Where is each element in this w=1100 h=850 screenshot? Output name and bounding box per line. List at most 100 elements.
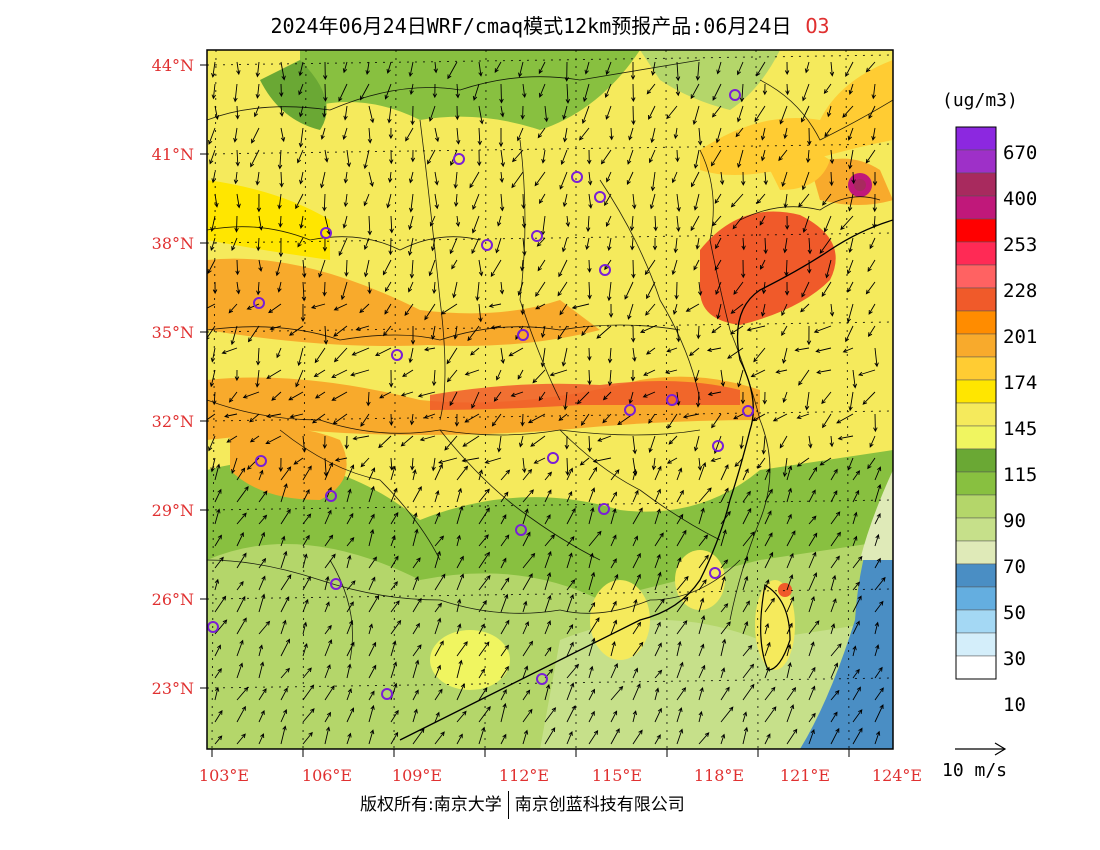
- wind-arrow: [544, 550, 552, 569]
- wind-arrow: [632, 729, 643, 745]
- wind-arrow: [246, 457, 260, 470]
- wind-arrow: [842, 105, 854, 118]
- wind-arrow: [698, 615, 706, 635]
- wind-arrow: [742, 556, 749, 569]
- wind-arrow: [455, 105, 460, 121]
- wind-arrow: [740, 391, 746, 405]
- wind-arrow: [346, 707, 355, 723]
- wind-arrow: [538, 391, 546, 402]
- city-marker: [320, 227, 332, 239]
- wind-arrow: [760, 127, 766, 141]
- wind-arrow: [346, 732, 352, 745]
- wind-arrow: [650, 127, 656, 144]
- wind-arrow: [490, 259, 502, 278]
- wind-arrow: [387, 171, 393, 184]
- wind-arrow: [390, 661, 398, 679]
- wind-arrow: [867, 259, 876, 273]
- wind-arrow: [874, 483, 882, 503]
- wind-arrow: [781, 171, 788, 188]
- wind-arrow: [564, 435, 570, 450]
- lon-label-124: 124°E: [872, 766, 922, 785]
- wind-arrow: [779, 435, 788, 449]
- wind-arrow: [540, 325, 546, 338]
- wind-arrow: [363, 237, 370, 251]
- wind-arrow: [654, 571, 662, 591]
- wind-arrow: [808, 489, 816, 503]
- wind-arrow: [500, 347, 505, 364]
- wind-arrow: [424, 303, 436, 321]
- wind-arrow: [653, 215, 658, 232]
- wind-arrow: [778, 149, 788, 162]
- wind-arrow: [846, 259, 854, 275]
- wind-arrow: [390, 600, 400, 613]
- wind-arrow: [242, 391, 260, 399]
- wind-arrow: [338, 237, 348, 257]
- wind-arrow: [783, 193, 788, 209]
- wind-arrow: [676, 596, 689, 613]
- wind-arrow: [452, 281, 458, 299]
- wind-arrow: [847, 457, 854, 471]
- wind-arrow: [676, 489, 684, 503]
- wind-arrow: [346, 688, 352, 701]
- wind-arrow: [807, 127, 812, 146]
- wind-arrow: [610, 558, 617, 569]
- city-markers: [207, 89, 754, 700]
- lat-label-32: 32°N: [152, 412, 194, 431]
- legend-label: 30: [1003, 648, 1026, 670]
- wind-arrow: [389, 413, 394, 427]
- wind-arrow: [288, 391, 304, 401]
- wind-arrow: [852, 686, 861, 701]
- wind-arrow: [739, 435, 744, 450]
- wind-arrow: [470, 347, 480, 356]
- wind-arrow: [852, 535, 858, 547]
- wind-arrow: [852, 555, 863, 569]
- wind-arrow: [323, 457, 329, 477]
- wind-arrow: [258, 215, 264, 231]
- wind-arrow: [368, 704, 375, 723]
- wind-arrow: [367, 281, 372, 295]
- wind-arrow: [522, 689, 531, 701]
- wind-arrow: [823, 215, 832, 233]
- wind-arrow: [490, 325, 502, 330]
- wind-arrow: [434, 664, 441, 679]
- wind-arrow: [628, 127, 634, 141]
- wind-arrow: [289, 413, 304, 419]
- wind-arrow: [802, 83, 810, 102]
- wind-arrow: [214, 578, 220, 591]
- wind-arrow: [412, 512, 418, 525]
- wind-arrow: [456, 641, 468, 657]
- wind-arrow: [400, 391, 414, 397]
- wind-arrow: [412, 486, 422, 503]
- wind-arrow: [847, 281, 854, 293]
- wind-arrow: [258, 490, 268, 503]
- wind-arrow: [208, 435, 216, 452]
- wind-arrow: [388, 127, 394, 140]
- wind-arrow: [278, 237, 284, 258]
- wind-arrow: [434, 127, 440, 143]
- wind-arrow: [522, 573, 533, 591]
- wind-arrow: [412, 644, 422, 657]
- wind-arrow: [324, 624, 332, 635]
- species-label: O3: [805, 14, 830, 38]
- wind-arrow: [786, 513, 792, 525]
- wind-arrow: [500, 665, 509, 679]
- lat-label-41: 41°N: [152, 145, 194, 164]
- wind-arrow: [249, 413, 260, 423]
- wind-arrow: [862, 391, 876, 405]
- wind-arrow: [733, 413, 744, 420]
- wind-arrow: [592, 457, 612, 464]
- wind-arrow: [313, 369, 326, 378]
- wind-arrow: [346, 464, 355, 481]
- wind-arrow: [461, 457, 480, 463]
- wind-arrow: [419, 435, 436, 442]
- wind-arrow: [300, 304, 306, 323]
- colorbar-swatch: [955, 425, 997, 450]
- wind-arrow: [280, 61, 286, 81]
- wind-arrow: [378, 435, 392, 449]
- wind-arrow: [431, 369, 437, 387]
- colorbar-swatch: [955, 241, 997, 266]
- wind-arrow: [604, 193, 612, 207]
- wind-arrow: [643, 369, 656, 376]
- wind-arrow: [786, 643, 792, 657]
